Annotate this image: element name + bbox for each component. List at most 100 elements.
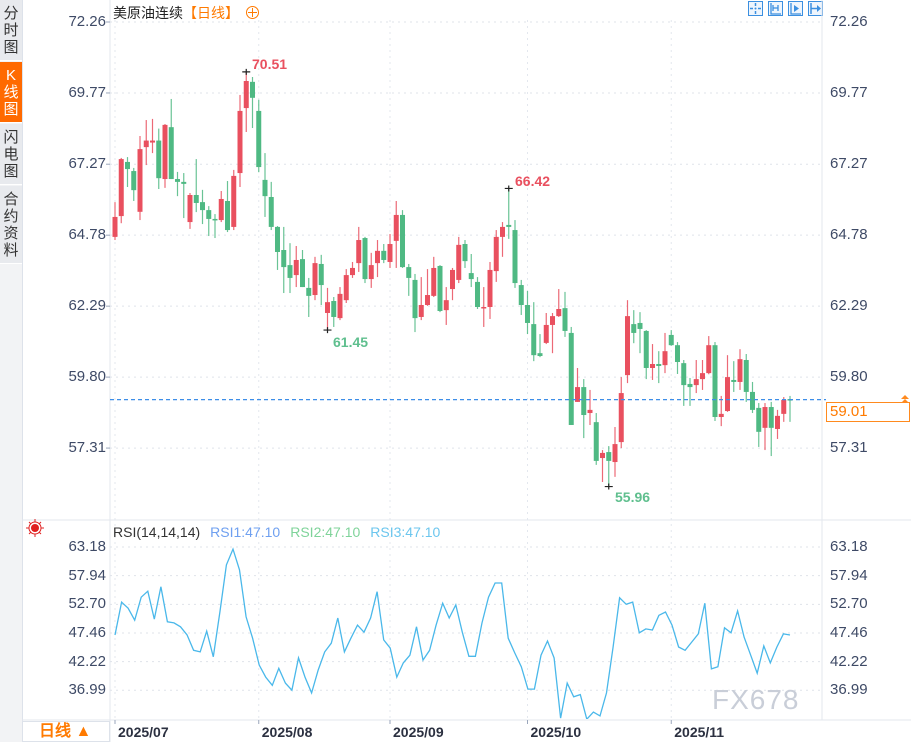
candle-body <box>456 244 462 280</box>
candle-body <box>737 359 743 382</box>
candle-body <box>762 407 768 428</box>
candle-body <box>731 379 737 382</box>
candle-body <box>306 287 312 296</box>
candle-body <box>193 194 199 203</box>
candle-body <box>375 250 380 264</box>
candle-body <box>300 259 305 288</box>
candle-body <box>175 179 180 182</box>
rsi-tick-label-left: 52.70 <box>68 595 106 613</box>
candle-body <box>487 269 493 307</box>
price-tick-label-left: 57.31 <box>68 439 106 457</box>
candle-body <box>156 140 162 179</box>
annotation-local-high: 66.42 <box>515 173 551 189</box>
candle-body <box>362 238 368 280</box>
candle-body <box>618 393 624 443</box>
candle-body <box>275 226 280 252</box>
rsi-tick-label-left: 42.22 <box>68 652 106 670</box>
candle-body <box>743 360 749 392</box>
candle-body <box>212 218 218 221</box>
annotation-high: 70.51 <box>252 56 288 72</box>
candle-body <box>606 452 612 461</box>
rsi-legend: RSI(14,14,14) RSI1:47.10 RSI2:47.10 RSI3:47… <box>113 524 450 540</box>
candle-body <box>125 161 130 170</box>
candle-body <box>593 422 599 461</box>
candle-body <box>643 330 649 368</box>
candle-body <box>443 300 449 311</box>
candle-body <box>431 267 437 296</box>
candle-body <box>712 345 718 418</box>
extreme-marker-icon <box>323 327 332 334</box>
period-label: 【日线】 <box>183 5 239 21</box>
symbol-name: 美原油连续 <box>113 5 183 21</box>
price-tick-label-right: 64.78 <box>830 226 868 244</box>
candle-body <box>768 407 774 428</box>
candle-body <box>406 267 412 278</box>
candle-body <box>368 265 374 280</box>
candle-body <box>262 179 268 197</box>
circle-plus-icon[interactable] <box>245 6 259 19</box>
extreme-marker-icon <box>242 68 251 75</box>
candle-body <box>662 351 668 366</box>
price-tick-label-right: 72.26 <box>830 13 868 30</box>
candle-body <box>581 387 587 416</box>
candle-body <box>337 293 343 319</box>
rsi-tick-label-right: 47.46 <box>830 623 868 641</box>
time-tick-label: 2025/09 <box>393 724 444 740</box>
candle-body <box>318 263 324 286</box>
rsi-tick-label-right: 42.22 <box>830 652 868 670</box>
price-tick-label-right: 57.31 <box>830 439 868 457</box>
rsi-title: RSI(14,14,14) <box>113 524 201 540</box>
price-tick-label-left: 62.29 <box>68 297 106 315</box>
tab-flash-chart[interactable]: 闪电图 <box>0 124 22 185</box>
rsi2-value: RSI2:47.10 <box>290 524 361 540</box>
candle-body <box>637 322 643 329</box>
candle-body <box>256 110 262 168</box>
candle-body <box>350 267 355 276</box>
candle-body <box>393 214 399 241</box>
candle-body <box>343 275 349 301</box>
time-tick-label: 2025/10 <box>530 724 582 740</box>
exit-icon[interactable] <box>808 1 823 16</box>
candle-body <box>400 214 405 268</box>
candle-body <box>518 285 524 306</box>
candle-body <box>675 345 680 363</box>
tab-time-chart[interactable]: 分时图 <box>0 0 22 61</box>
tab-k-line[interactable]: K线图 <box>0 62 22 123</box>
candle-body <box>131 171 137 191</box>
rsi-tick-label-right: 52.70 <box>830 595 868 613</box>
candle-body <box>668 334 674 346</box>
candle-body <box>200 202 205 211</box>
candle-body <box>143 140 149 148</box>
price-tick-label-left: 67.27 <box>68 155 106 173</box>
candle-body <box>681 363 687 386</box>
crosshair-icon[interactable] <box>748 1 763 16</box>
candle-body <box>537 353 543 357</box>
candle-body <box>525 305 530 323</box>
candle-body <box>600 452 605 459</box>
candle-body <box>568 332 574 425</box>
candle-body <box>512 230 518 284</box>
candle-body <box>500 226 505 237</box>
price-tick-label-right: 62.29 <box>830 297 868 315</box>
candle-body <box>531 324 537 356</box>
candle-body <box>293 259 299 276</box>
candle-body <box>356 240 362 264</box>
candle-body <box>687 383 693 388</box>
candle-body <box>550 316 555 325</box>
candle-body <box>168 127 174 180</box>
candle-body <box>287 265 293 278</box>
candle-body <box>650 364 655 368</box>
sidebar: 分时图 K线图 闪电图 合约资料 <box>0 0 23 742</box>
candle-body <box>693 379 699 386</box>
period-selector-button[interactable]: 日线 ▲ <box>22 721 110 742</box>
play-icon[interactable] <box>788 1 803 16</box>
annotation-local-low: 61.45 <box>333 334 369 350</box>
tab-contract-info[interactable]: 合约资料 <box>0 186 22 264</box>
zoom-range-icon[interactable] <box>768 1 783 16</box>
annotation-low: 55.96 <box>615 489 651 505</box>
candle-body <box>700 373 705 380</box>
candle-body <box>425 295 430 306</box>
candle-body <box>218 198 224 221</box>
candle-body <box>181 181 187 184</box>
